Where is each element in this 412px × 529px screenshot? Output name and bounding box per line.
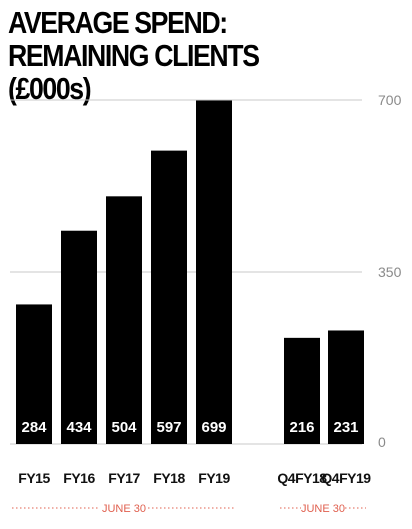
period-label: JUNE 30 — [102, 503, 146, 515]
data-label: 216 — [289, 419, 314, 436]
x-tick-label: FY15 — [18, 470, 50, 486]
bar — [328, 330, 364, 444]
data-label: 284 — [21, 419, 47, 436]
bar — [151, 150, 187, 445]
chart-title: AVERAGE SPEND: REMAINING CLIENTS (£000s) — [8, 6, 335, 105]
x-tick-label: Q4FY18 — [277, 470, 327, 486]
bar — [284, 337, 320, 444]
x-tick-label: FY19 — [198, 470, 230, 486]
period-label: JUNE 30 — [301, 503, 345, 515]
data-label: 504 — [111, 419, 137, 436]
bar — [196, 100, 232, 445]
chart-title-line-1: AVERAGE SPEND: — [8, 5, 228, 40]
chart-title-line-2: REMAINING CLIENTS (£000s) — [8, 38, 260, 106]
bar — [61, 230, 97, 444]
y-tick-label: 350 — [378, 264, 402, 280]
bar — [106, 196, 142, 444]
data-label: 231 — [333, 419, 358, 436]
y-tick-label: 700 — [378, 92, 402, 108]
x-tick-label: FY17 — [108, 470, 140, 486]
x-tick-label: FY18 — [153, 470, 185, 486]
x-tick-label: FY16 — [63, 470, 95, 486]
data-label: 434 — [66, 419, 92, 436]
bar — [16, 304, 52, 444]
x-tick-label: Q4FY19 — [321, 470, 371, 486]
y-tick-label: 0 — [378, 434, 386, 450]
data-label: 699 — [201, 419, 226, 436]
data-label: 597 — [156, 419, 181, 436]
